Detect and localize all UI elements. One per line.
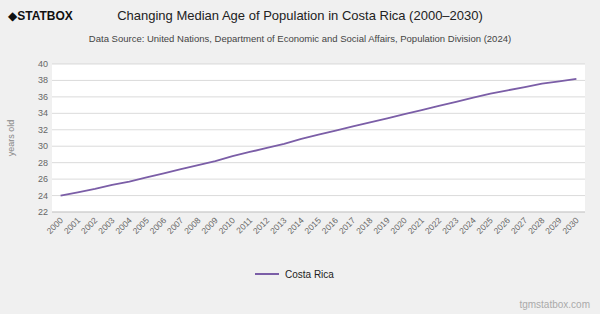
series-line [61, 79, 577, 196]
y-tick-label: 32 [38, 125, 48, 135]
x-tick-label: 2009 [199, 215, 220, 236]
x-tick-label: 2024 [457, 215, 478, 236]
x-tick-label: 2018 [354, 215, 375, 236]
grid-line [52, 146, 585, 147]
x-axis-line [52, 212, 585, 213]
plot-area [52, 64, 585, 212]
x-tick-label: 2000 [45, 215, 66, 236]
y-tick-label: 30 [38, 141, 48, 151]
subtitle: Data Source: United Nations, Department … [89, 33, 511, 44]
x-tick-label: 2023 [440, 215, 461, 236]
x-tick-label: 2002 [79, 215, 100, 236]
y-tick-label: 40 [38, 59, 48, 69]
watermark: tgmstatbox.com [519, 299, 590, 310]
x-tick-label: 2021 [406, 215, 427, 236]
grid-line [52, 80, 585, 81]
x-tick-label: 2001 [62, 215, 83, 236]
x-tick-label: 2003 [96, 215, 117, 236]
grid-line [52, 113, 585, 114]
y-tick-label: 24 [38, 191, 48, 201]
y-tick-label: 34 [38, 108, 48, 118]
y-tick-label: 28 [38, 158, 48, 168]
x-tick-label: 2005 [131, 215, 152, 236]
x-tick-label: 2025 [474, 215, 495, 236]
x-tick-label: 2004 [113, 215, 134, 236]
chart: Changing Median Age of Population in Cos… [0, 0, 600, 314]
y-tick-label: 26 [38, 174, 48, 184]
grid-line [52, 64, 585, 65]
x-tick-label: 2014 [285, 215, 306, 236]
x-tick-label: 2012 [251, 215, 272, 236]
grid-line [52, 96, 585, 97]
x-tick-label: 2006 [148, 215, 169, 236]
x-tick-label: 2019 [371, 215, 392, 236]
grid-line [52, 212, 585, 213]
legend-label: Costa Rica [285, 269, 334, 280]
x-tick-label: 2030 [560, 215, 581, 236]
title: Changing Median Age of Population in Cos… [117, 8, 483, 23]
grid-line [52, 162, 585, 163]
legend-swatch [255, 273, 279, 275]
x-tick-label: 2027 [509, 215, 530, 236]
logo: ◆STATBOX [8, 9, 73, 23]
grid-line [52, 129, 585, 130]
x-tick-label: 2010 [216, 215, 237, 236]
grid-line [52, 195, 585, 196]
x-tick-label: 2028 [526, 215, 547, 236]
x-tick-label: 2022 [423, 215, 444, 236]
x-tick-label: 2011 [234, 215, 254, 235]
x-tick-label: 2016 [320, 215, 341, 236]
y-tick-label: 22 [38, 207, 48, 217]
y-tick-label: 36 [38, 92, 48, 102]
x-tick-label: 2017 [337, 215, 358, 236]
x-tick-label: 2026 [492, 215, 513, 236]
grid-line [52, 179, 585, 180]
background [0, 0, 600, 314]
x-tick-label: 2013 [268, 215, 289, 236]
x-tick-label: 2029 [543, 215, 564, 236]
y-tick-label: 38 [38, 75, 48, 85]
plot-marks [61, 79, 577, 196]
y-axis-label: years old [6, 120, 16, 157]
x-tick-label: 2007 [165, 215, 186, 236]
x-tick-label: 2015 [302, 215, 323, 236]
x-tick-label: 2020 [388, 215, 409, 236]
x-tick-label: 2008 [182, 215, 203, 236]
legend: Costa Rica [255, 269, 334, 280]
